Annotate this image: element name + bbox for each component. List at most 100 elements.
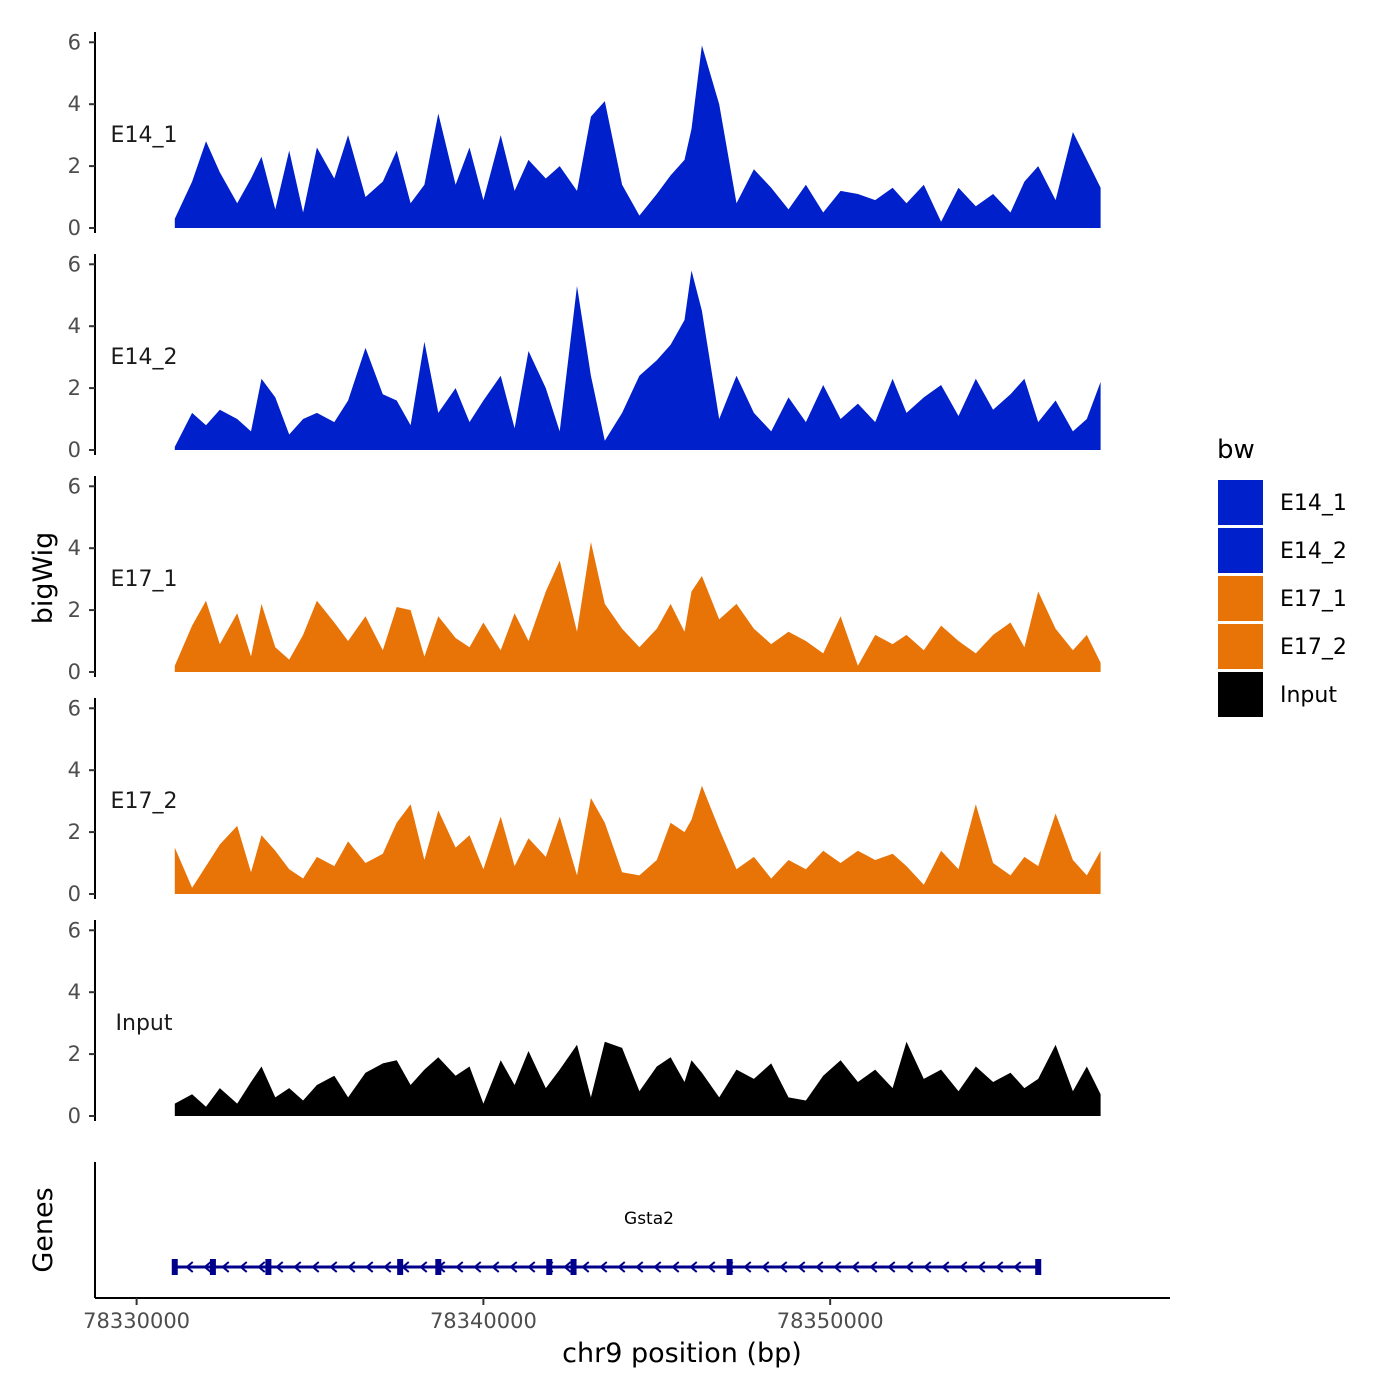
y-tick-label: 0 [68, 216, 81, 240]
strand-arrow [329, 1261, 338, 1273]
x-tick-label: 78350000 [777, 1309, 884, 1333]
y-tick-label: 2 [68, 376, 81, 400]
y-tick-label: 6 [68, 918, 81, 942]
strand-arrow [221, 1261, 230, 1273]
legend-label: E14_2 [1280, 539, 1347, 564]
strand-arrow [995, 1261, 1004, 1273]
strand-arrow [761, 1261, 770, 1273]
y-tick-label: 6 [68, 696, 81, 720]
x-tick-label: 78330000 [83, 1309, 190, 1333]
strand-arrow [959, 1261, 968, 1273]
strand-arrow [203, 1261, 212, 1273]
track-label: E14_1 [111, 123, 178, 148]
strand-arrow [185, 1261, 194, 1273]
y-axis-title: bigWig [28, 532, 59, 625]
y-tick-label: 0 [68, 438, 81, 462]
strand-arrow [383, 1261, 392, 1273]
y-tick-label: 4 [68, 92, 81, 116]
y-tick-label: 0 [68, 882, 81, 906]
strand-arrow [419, 1261, 428, 1273]
strand-arrow [833, 1261, 842, 1273]
strand-arrow [509, 1261, 518, 1273]
y-tick-label: 0 [68, 1104, 81, 1128]
strand-arrow [707, 1261, 716, 1273]
legend-label: E17_1 [1280, 587, 1347, 612]
strand-arrow [635, 1261, 644, 1273]
legend-key-E14_2 [1218, 528, 1263, 573]
gene-exon [209, 1259, 216, 1275]
signal-area-E14_2 [174, 270, 1101, 450]
strand-arrow [293, 1261, 302, 1273]
y-tick-label: 6 [68, 252, 81, 276]
legend-key-Input [1218, 672, 1263, 717]
strand-arrow [257, 1261, 266, 1273]
strand-arrow [581, 1261, 590, 1273]
strand-arrow [869, 1261, 878, 1273]
track-E17_1: 0 2 4 6 E17_1 [68, 474, 1101, 684]
y-tick-label: 2 [68, 598, 81, 622]
y-tick-label: 6 [68, 30, 81, 54]
track-label: Input [116, 1011, 173, 1036]
strand-arrow [653, 1261, 662, 1273]
strand-arrow [617, 1261, 626, 1273]
track-E14_1: 0 2 4 6 E14_1 [68, 30, 1101, 240]
gene-exon [546, 1259, 553, 1275]
strand-arrow [941, 1261, 950, 1273]
genes-axis-title: Genes [28, 1187, 59, 1272]
track-E14_2: 0 2 4 6 E14_2 [68, 252, 1101, 462]
strand-arrow [689, 1261, 698, 1273]
strand-arrow [563, 1261, 572, 1273]
strand-arrow [239, 1261, 248, 1273]
track-label: E14_2 [111, 345, 178, 370]
legend-label: E14_1 [1280, 491, 1347, 516]
track-label: E17_1 [111, 567, 178, 592]
strand-arrow [455, 1261, 464, 1273]
bigwig-tracks: 0 2 4 6 E14_1 0 2 4 6 E14_2 0 2 4 6 E17_1 0 2 4 6 E17_2 0 2 4 6… [68, 30, 1101, 1128]
legend-key-E17_1 [1218, 576, 1263, 621]
strand-arrow [797, 1261, 806, 1273]
gene-exon [1035, 1259, 1042, 1275]
strand-arrow [347, 1261, 356, 1273]
x-axis-title: chr9 position (bp) [562, 1338, 802, 1369]
legend-key-E17_2 [1218, 624, 1263, 669]
signal-area-E17_1 [174, 542, 1101, 672]
gene-exon [171, 1259, 178, 1275]
strand-arrow [815, 1261, 824, 1273]
gene-exon [726, 1259, 733, 1275]
track-E17_2: 0 2 4 6 E17_2 [68, 696, 1101, 906]
y-tick-label: 2 [68, 154, 81, 178]
strand-arrow [671, 1261, 680, 1273]
x-axis-ticks: 78330000 78340000 78350000 [83, 1298, 884, 1333]
gene-panel: Genes Gsta2 78330000 78340000 78350000 [28, 1162, 1170, 1333]
legend-label: Input [1280, 683, 1337, 708]
strand-arrow [365, 1261, 374, 1273]
strand-arrow [311, 1261, 320, 1273]
strand-arrow [491, 1261, 500, 1273]
track-Input: 0 2 4 6 Input [68, 918, 1101, 1128]
strand-arrow [743, 1261, 752, 1273]
y-tick-label: 0 [68, 660, 81, 684]
gene-exon [570, 1259, 577, 1275]
legend-title: bw [1217, 435, 1255, 465]
strand-arrow [923, 1261, 932, 1273]
gene-model [171, 1259, 1042, 1275]
gene-exon [397, 1259, 404, 1275]
y-tick-label: 4 [68, 980, 81, 1004]
gene-exon [435, 1259, 442, 1275]
y-tick-label: 4 [68, 536, 81, 560]
legend-label: E17_2 [1280, 635, 1347, 660]
gene-label: Gsta2 [624, 1209, 674, 1229]
strand-arrow [599, 1261, 608, 1273]
y-tick-label: 6 [68, 474, 81, 498]
strand-arrow [851, 1261, 860, 1273]
legend-key-E14_1 [1218, 480, 1263, 525]
strand-arrow [779, 1261, 788, 1273]
strand-arrow [977, 1261, 986, 1273]
strand-arrow [527, 1261, 536, 1273]
y-tick-label: 2 [68, 1042, 81, 1066]
track-label: E17_2 [111, 789, 178, 814]
strand-arrow [905, 1261, 914, 1273]
signal-area-E14_1 [174, 45, 1101, 229]
y-tick-label: 4 [68, 314, 81, 338]
